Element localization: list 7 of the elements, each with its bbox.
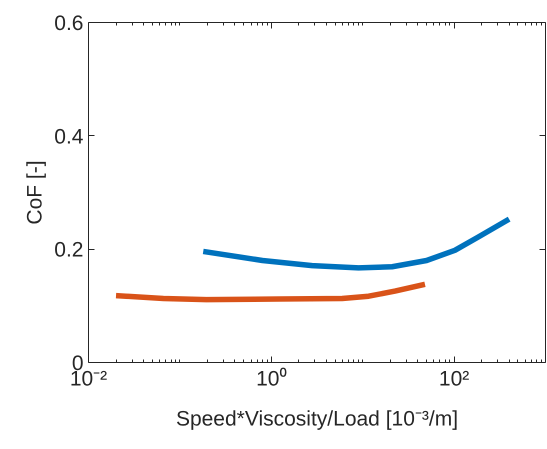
x-axis-title: Speed*Viscosity/Load [10⁻³/m]: [176, 408, 458, 430]
y-axis-title: CoF [-]: [23, 160, 46, 225]
x-tick-label: 10²: [438, 368, 470, 390]
y-tick-label: 0.4: [54, 125, 84, 148]
x-tick-label: 10⁰: [256, 368, 286, 390]
y-tick-label: 0.6: [54, 12, 84, 35]
y-tick-label: 0.2: [54, 238, 84, 262]
